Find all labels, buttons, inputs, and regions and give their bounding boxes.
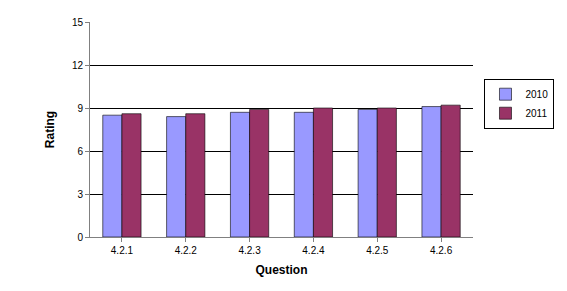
svg-text:2010: 2010 — [525, 89, 548, 100]
svg-text:4.2.5: 4.2.5 — [366, 245, 389, 256]
svg-text:4.2.1: 4.2.1 — [111, 245, 134, 256]
svg-text:4.2.4: 4.2.4 — [302, 245, 325, 256]
svg-text:Rating: Rating — [43, 111, 57, 148]
svg-text:12: 12 — [72, 60, 84, 71]
svg-text:2011: 2011 — [525, 108, 547, 119]
svg-text:0: 0 — [77, 232, 83, 243]
svg-text:4.2.6: 4.2.6 — [430, 245, 453, 256]
svg-text:3: 3 — [77, 189, 83, 200]
svg-text:Question: Question — [255, 263, 307, 277]
svg-text:4.2.3: 4.2.3 — [238, 245, 261, 256]
svg-text:6: 6 — [77, 146, 83, 157]
svg-text:15: 15 — [72, 17, 84, 28]
svg-text:9: 9 — [77, 103, 83, 114]
svg-text:4.2.2: 4.2.2 — [175, 245, 198, 256]
